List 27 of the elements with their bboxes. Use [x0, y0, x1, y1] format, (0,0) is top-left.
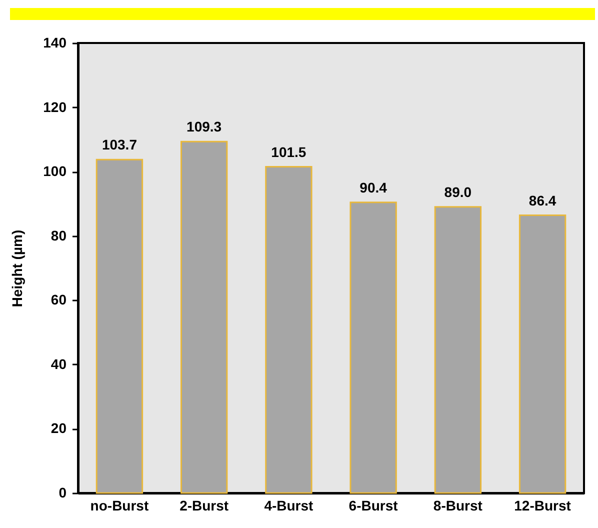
bar: [180, 140, 228, 494]
y-tick-label: 80: [50, 227, 67, 244]
y-tick-label: 40: [50, 356, 67, 372]
y-tick-label: 0: [58, 484, 67, 500]
x-tick-label: 8-Burst: [433, 498, 483, 514]
data-label: 109.3: [186, 118, 222, 135]
data-label: 103.7: [102, 136, 138, 153]
y-tick-label: 60: [50, 292, 67, 308]
data-label: 86.4: [528, 192, 556, 208]
bar: [96, 158, 144, 494]
x-tick-label: no-Burst: [90, 498, 149, 514]
x-tick-label: 12-Burst: [514, 498, 572, 514]
x-tick-label: 4-Burst: [264, 498, 314, 514]
x-tick-label: 6-Burst: [348, 498, 398, 514]
y-tick-label: 100: [43, 163, 67, 180]
data-label: 89.0: [444, 184, 472, 200]
y-tick-label: 120: [43, 98, 67, 115]
data-label: 101.5: [271, 144, 306, 160]
bar: [518, 214, 566, 494]
y-tick-label: 20: [50, 420, 67, 436]
bar: [434, 206, 482, 494]
x-tick-label: 2-Burst: [180, 498, 229, 514]
bar: [265, 166, 312, 494]
bar: [350, 202, 397, 494]
y-tick-label: 140: [43, 34, 67, 50]
y-axis-title: Height (µm): [9, 230, 26, 308]
data-label: 90.4: [360, 179, 388, 196]
